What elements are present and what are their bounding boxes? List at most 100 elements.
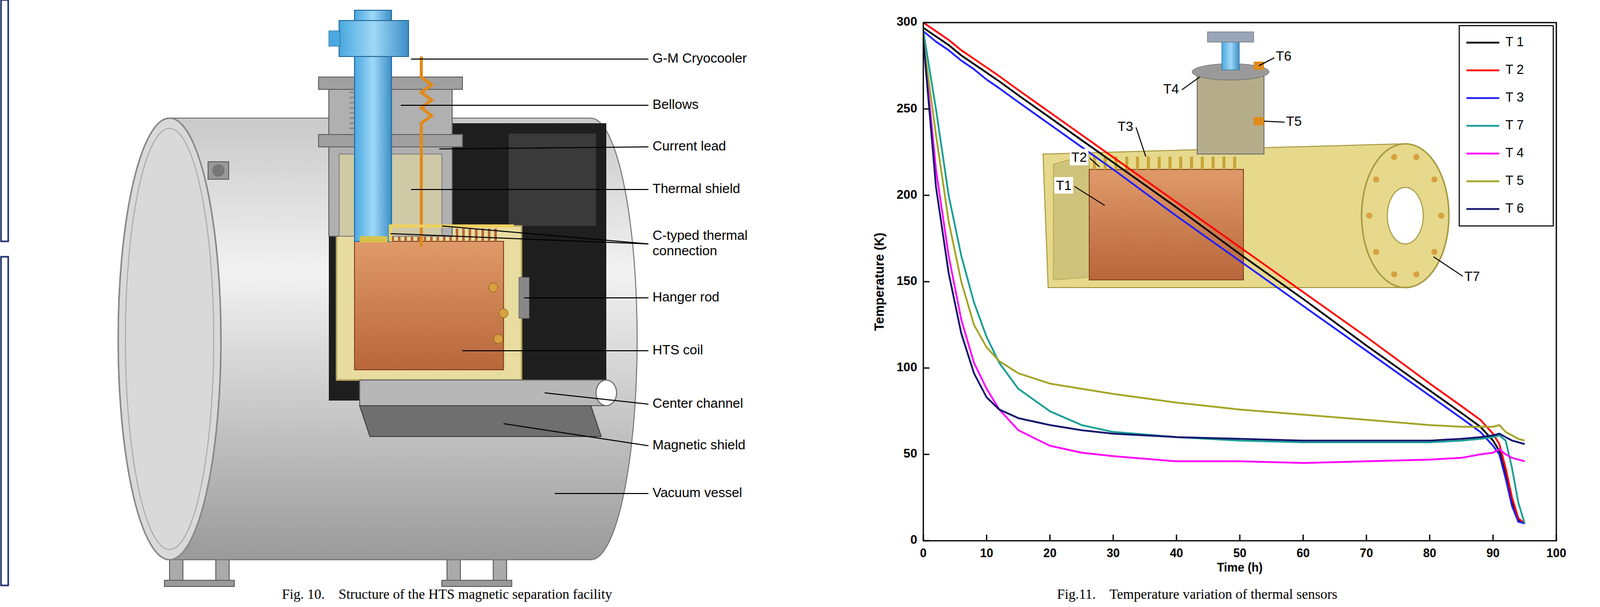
center-channel — [359, 380, 607, 406]
x-tick — [1555, 534, 1558, 542]
x-tick — [1112, 534, 1114, 542]
page: G-M CryocoolerBellowsCurrent leadThermal… — [0, 0, 1600, 607]
y-tick-label: 150 — [896, 273, 918, 288]
leg-base — [441, 580, 512, 587]
legend-label: T 1 — [1505, 34, 1524, 49]
x-tick — [1302, 534, 1305, 542]
label-line: Center channel — [652, 395, 743, 412]
inset-stripe — [1233, 156, 1237, 170]
legend-swatch — [1466, 208, 1500, 211]
annotation: T7 — [1464, 268, 1480, 285]
leader-line — [524, 297, 649, 299]
y-tick-label: 200 — [896, 187, 918, 202]
port — [212, 164, 225, 177]
inset-stripe — [1189, 156, 1194, 170]
annotation-patch — [1054, 177, 1073, 194]
thermal-connection — [390, 226, 514, 242]
diagram: G-M CryocoolerBellowsCurrent leadThermal… — [118, 10, 748, 587]
annotation: T2 — [1071, 149, 1087, 165]
inset-shell — [1043, 143, 1408, 288]
legend-swatch — [1466, 97, 1500, 100]
x-tick — [922, 534, 925, 542]
inset-bolt — [1372, 176, 1380, 183]
label-line: Current lead — [652, 138, 727, 154]
label-line: Magnetic shield — [652, 437, 746, 453]
leader-line — [411, 58, 649, 60]
coil-stripe — [468, 228, 472, 242]
label-line: C-typed thermal — [652, 227, 748, 244]
inset-bore — [1387, 187, 1424, 245]
fitting — [328, 30, 341, 47]
x-tick — [1049, 534, 1051, 542]
annotation-leader — [1258, 57, 1276, 66]
leg-base — [164, 580, 235, 587]
series-line — [923, 27, 1525, 524]
port — [208, 161, 229, 180]
annotation-patch — [1069, 149, 1089, 166]
y-tick — [923, 108, 930, 110]
inset-stripe — [1179, 156, 1183, 170]
magnetic-shield — [359, 405, 602, 437]
inset-stripe — [1146, 156, 1150, 170]
inset-stripe — [1168, 156, 1172, 170]
series-line — [923, 40, 1525, 445]
legend-box — [1459, 25, 1554, 227]
channel-end — [596, 380, 617, 406]
inset-stripe — [1157, 156, 1161, 170]
frame — [1, 256, 9, 586]
annotation-leader — [1433, 256, 1465, 278]
x-tick-label: 100 — [1546, 546, 1567, 561]
label-line: connection — [652, 243, 718, 259]
y-tick — [923, 281, 930, 283]
annotation: T3 — [1117, 118, 1133, 135]
annotation: T5 — [1286, 113, 1302, 129]
frame — [1, 0, 9, 242]
legend-label: T 5 — [1505, 173, 1524, 188]
y-tick-label: 100 — [896, 360, 918, 375]
y-tick — [923, 540, 930, 543]
inset-coil — [1089, 169, 1244, 281]
series-line — [923, 31, 1525, 525]
legend-swatch — [1466, 180, 1500, 183]
caption: Fig.11. Temperature variation of thermal… — [1056, 586, 1337, 603]
x-tick-label: 20 — [1043, 546, 1057, 561]
inset-bolt — [1366, 212, 1373, 219]
x-tick — [1365, 534, 1368, 542]
current-lead — [421, 56, 432, 247]
x-tick-label: 0 — [920, 546, 927, 561]
series-line — [923, 31, 1525, 525]
vessel-flange — [125, 128, 214, 550]
series-line — [923, 22, 1525, 524]
inset-bolt — [1431, 249, 1438, 256]
annotation: T6 — [1275, 48, 1292, 64]
inset-bolt — [1438, 212, 1445, 219]
annotation: T4 — [1163, 81, 1179, 97]
coil-stripe — [481, 228, 485, 242]
diagram-label: G-M Cryocooler — [652, 50, 748, 66]
diagram-label: Vacuum vessel — [652, 485, 742, 501]
leader-line — [503, 423, 649, 446]
cryocooler-head — [339, 20, 409, 57]
inset-cut — [1053, 154, 1090, 281]
x-tick-label: 10 — [979, 546, 994, 561]
inset-stripe — [1136, 156, 1140, 170]
diagram-label: C-typed thermalconnection — [652, 227, 748, 259]
inset-bolt — [1390, 154, 1398, 161]
leader-line — [411, 189, 649, 191]
inset-bolt — [1390, 271, 1398, 278]
y-tick-label: 300 — [896, 14, 918, 29]
vessel-end — [118, 118, 221, 561]
bolt — [493, 334, 504, 344]
y-tick — [923, 454, 930, 456]
label-line: Thermal shield — [652, 180, 741, 197]
legend-swatch — [1466, 41, 1500, 44]
label-line: HTS coil — [652, 342, 703, 358]
plot-frame — [923, 22, 1557, 542]
x-tick-label: 90 — [1486, 546, 1500, 561]
y-tick-label: 250 — [896, 101, 918, 116]
diagram-label: Magnetic shield — [652, 437, 746, 453]
x-tick — [1239, 534, 1241, 542]
legend-swatch — [1466, 124, 1500, 127]
series-line — [923, 40, 1525, 441]
leader-line — [544, 393, 649, 405]
